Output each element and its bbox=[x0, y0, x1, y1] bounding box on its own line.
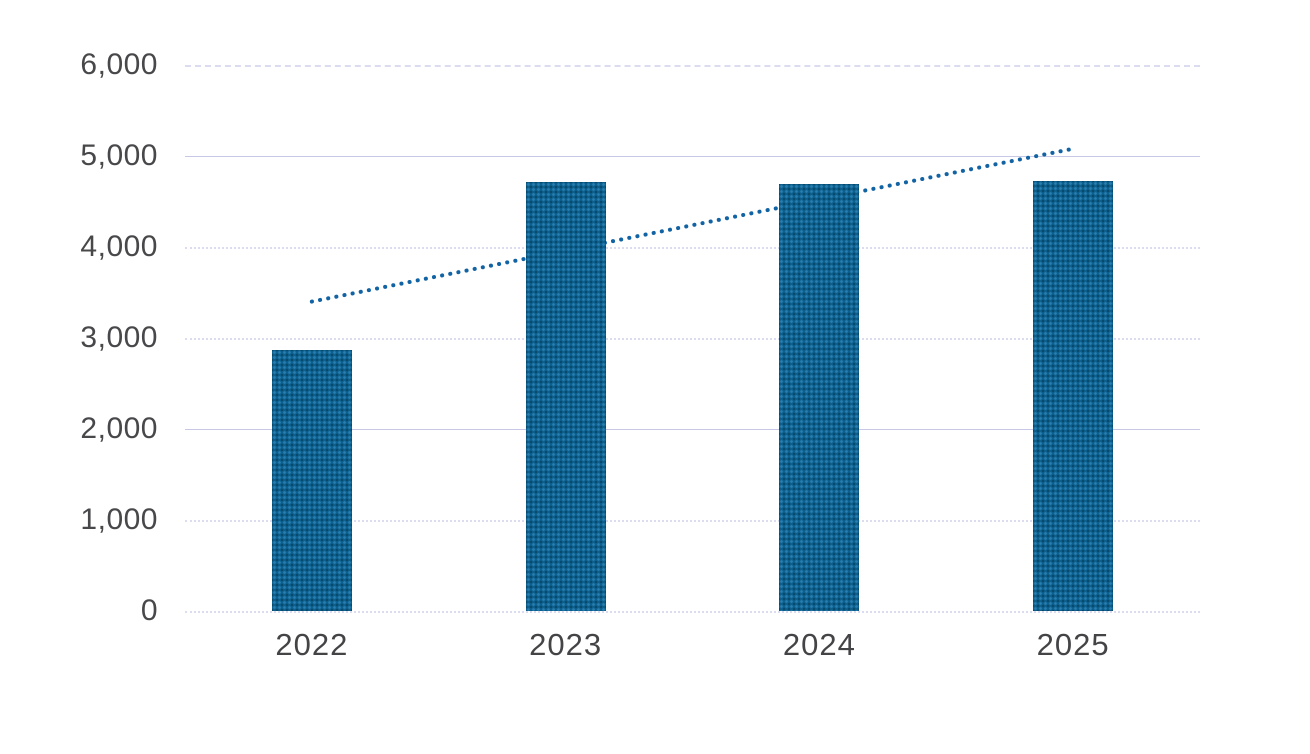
y-tick-label-5000: 5,000 bbox=[80, 139, 158, 172]
bar-2023[interactable] bbox=[525, 182, 606, 611]
y-tick-label-0: 0 bbox=[140, 594, 158, 627]
gridline-3000 bbox=[185, 338, 1200, 340]
x-tick-label-2022: 2022 bbox=[275, 627, 349, 662]
trendline-layer bbox=[309, 146, 1076, 304]
gridline-4000 bbox=[185, 247, 1200, 249]
y-tick-label-1000: 1,000 bbox=[80, 503, 158, 536]
y-tick-label-2000: 2,000 bbox=[80, 412, 158, 445]
gridline-0 bbox=[185, 611, 1200, 613]
x-tick-label-2024: 2024 bbox=[782, 627, 856, 662]
y-tick-label-6000: 6,000 bbox=[80, 48, 158, 81]
gridline-5000 bbox=[185, 156, 1200, 157]
plot-area bbox=[185, 65, 1200, 613]
gridline-6000 bbox=[185, 65, 1200, 67]
gridline-1000 bbox=[185, 520, 1200, 522]
bar-2025[interactable] bbox=[1033, 181, 1114, 611]
bar-2022[interactable] bbox=[271, 349, 352, 611]
x-tick-label-2025: 2025 bbox=[1036, 627, 1110, 662]
trend-line bbox=[309, 146, 1076, 304]
bar-2024[interactable] bbox=[779, 184, 860, 611]
gridline-2000 bbox=[185, 429, 1200, 430]
y-tick-label-3000: 3,000 bbox=[80, 321, 158, 354]
x-tick-label-2023: 2023 bbox=[529, 627, 603, 662]
y-tick-label-4000: 4,000 bbox=[80, 230, 158, 263]
